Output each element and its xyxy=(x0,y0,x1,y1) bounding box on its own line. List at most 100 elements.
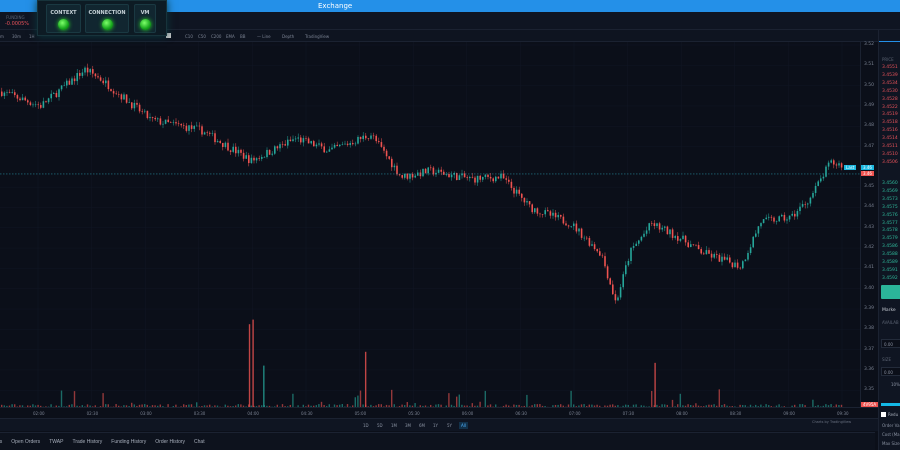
candle-body xyxy=(687,242,689,248)
volume-bar xyxy=(648,406,650,407)
volume-bar xyxy=(814,406,817,407)
tradingview-button[interactable]: TradingView xyxy=(305,34,330,39)
range-6m[interactable]: 6M xyxy=(419,423,425,428)
price-axis[interactable]: 3.52 3.51 3.50 3.49 3.48 3.47 3.45 3.44 3.43 3.42… xyxy=(860,42,878,407)
bid-row[interactable]: 3.4560 xyxy=(882,181,898,186)
order-type-select[interactable]: Marke xyxy=(882,308,896,313)
indicator-ema[interactable]: EMA xyxy=(226,34,235,39)
panel-tab[interactable] xyxy=(879,30,900,42)
candle-body xyxy=(830,160,832,163)
bid-row[interactable]: 3.4591 xyxy=(882,267,898,273)
size-slider[interactable] xyxy=(881,403,900,406)
time-tick: 08:30 xyxy=(729,411,742,416)
candle-body xyxy=(817,181,819,186)
range-all[interactable]: All xyxy=(459,422,468,429)
ask-row[interactable]: 3.4506 xyxy=(882,159,898,165)
bid-row[interactable]: 3.4592 xyxy=(882,275,898,281)
ask-row[interactable]: 3.4516 xyxy=(882,128,898,134)
candle-body xyxy=(245,155,247,159)
bid-row[interactable]: 3.4573 xyxy=(882,196,898,202)
tab-es[interactable]: es xyxy=(0,438,3,445)
size-input[interactable]: 0.00 xyxy=(881,367,900,376)
ask-row[interactable]: 3.4514 xyxy=(882,136,898,142)
candle-body xyxy=(560,214,562,217)
screenshot-icon[interactable] xyxy=(166,33,171,38)
ask-row[interactable]: 3.4539 xyxy=(882,72,898,78)
volume-bar xyxy=(820,406,822,407)
volume-bar xyxy=(827,405,830,407)
tab-open-orders[interactable]: Open Orders xyxy=(11,438,41,445)
ask-row[interactable]: 3.4519 xyxy=(882,112,898,118)
range-1d[interactable]: 1D xyxy=(363,423,369,428)
candle-body xyxy=(409,173,411,179)
bid-row[interactable]: 3.4588 xyxy=(882,252,898,258)
bid-row[interactable]: 3.4579 xyxy=(882,236,898,242)
candle-body xyxy=(736,262,739,268)
indicator-c50[interactable]: C50 xyxy=(198,34,206,39)
time-axis[interactable]: 02:00 02:30 03:00 03:30 04:00 04:30 05:00 05:30… xyxy=(0,407,878,418)
candle-body xyxy=(201,126,203,135)
ask-row[interactable]: 3.4522 xyxy=(882,104,898,110)
bid-row[interactable]: 3.4578 xyxy=(882,228,898,234)
candle-body xyxy=(612,284,614,295)
candle-body xyxy=(786,219,788,221)
ask-row[interactable]: 3.4518 xyxy=(882,120,898,126)
tab-funding-history[interactable]: Funding History xyxy=(111,438,147,445)
candle-body xyxy=(591,244,593,246)
indicator-c200[interactable]: C200 xyxy=(211,34,222,39)
depth-button[interactable]: Depth xyxy=(282,34,295,39)
price-tick: 3.38 xyxy=(864,326,875,332)
tab-twap[interactable]: TWAP xyxy=(49,438,64,445)
timeframe-button[interactable]: 1H xyxy=(29,34,35,39)
bid-row[interactable]: 3.4569 xyxy=(882,188,898,194)
range-5d[interactable]: 5D xyxy=(377,423,383,428)
ask-row[interactable]: 3.4511 xyxy=(882,144,898,149)
timeframe-button[interactable]: 30m xyxy=(12,34,21,39)
bid-row[interactable]: 3.4576 xyxy=(882,212,898,218)
volume-bar xyxy=(185,405,187,407)
range-1y[interactable]: 1Y xyxy=(433,423,438,428)
candle-body xyxy=(331,147,333,150)
candle-body xyxy=(141,111,143,112)
ask-row[interactable]: 3.4551 xyxy=(882,65,898,70)
line-button[interactable]: — Line xyxy=(257,34,271,39)
price-header: PRICE xyxy=(882,57,894,62)
bid-row[interactable]: 3.4589 xyxy=(882,260,898,265)
volume-bar xyxy=(357,395,359,407)
reduce-only-checkbox[interactable] xyxy=(881,412,886,417)
status-ok-icon xyxy=(139,19,151,30)
candle-body xyxy=(838,163,840,166)
indicator-c10[interactable]: C10 xyxy=(185,34,193,39)
bid-row[interactable]: 3.4586 xyxy=(882,244,898,250)
indicator-bb[interactable]: BB xyxy=(240,34,246,39)
range-3m[interactable]: 3M xyxy=(405,423,411,428)
timeframe-button[interactable]: m xyxy=(0,34,4,39)
ask-row[interactable]: 3.4534 xyxy=(882,80,898,86)
ask-row[interactable]: 3.4530 xyxy=(882,88,898,94)
volume-bar xyxy=(508,405,510,407)
candle-body xyxy=(510,181,513,188)
size-percent[interactable]: 10% xyxy=(891,382,900,387)
tab-chat[interactable]: Chat xyxy=(194,438,205,445)
candle-body xyxy=(362,135,364,140)
candle-body xyxy=(757,226,760,234)
available-input[interactable]: 0.00 xyxy=(881,339,900,348)
candle-body xyxy=(1,91,3,96)
submit-order-button[interactable] xyxy=(881,285,900,299)
tab-trade-history[interactable]: Trade History xyxy=(72,438,103,445)
ask-row[interactable]: 3.4510 xyxy=(882,151,898,157)
candle-body xyxy=(768,216,770,218)
price-chart[interactable] xyxy=(0,42,860,407)
candle-body xyxy=(99,77,102,81)
volume-bar xyxy=(27,405,29,407)
range-5y[interactable]: 5Y xyxy=(447,423,452,428)
bid-row[interactable]: 3.4577 xyxy=(882,220,898,226)
bid-row[interactable]: 3.4575 xyxy=(882,204,898,210)
candle-body xyxy=(770,216,773,218)
volume-bar xyxy=(578,405,580,407)
ask-row[interactable]: 3.4528 xyxy=(882,96,898,102)
candle-body xyxy=(749,247,752,254)
candle-body xyxy=(474,177,476,183)
tab-order-history[interactable]: Order History xyxy=(155,438,186,445)
range-1m[interactable]: 1M xyxy=(391,423,397,428)
